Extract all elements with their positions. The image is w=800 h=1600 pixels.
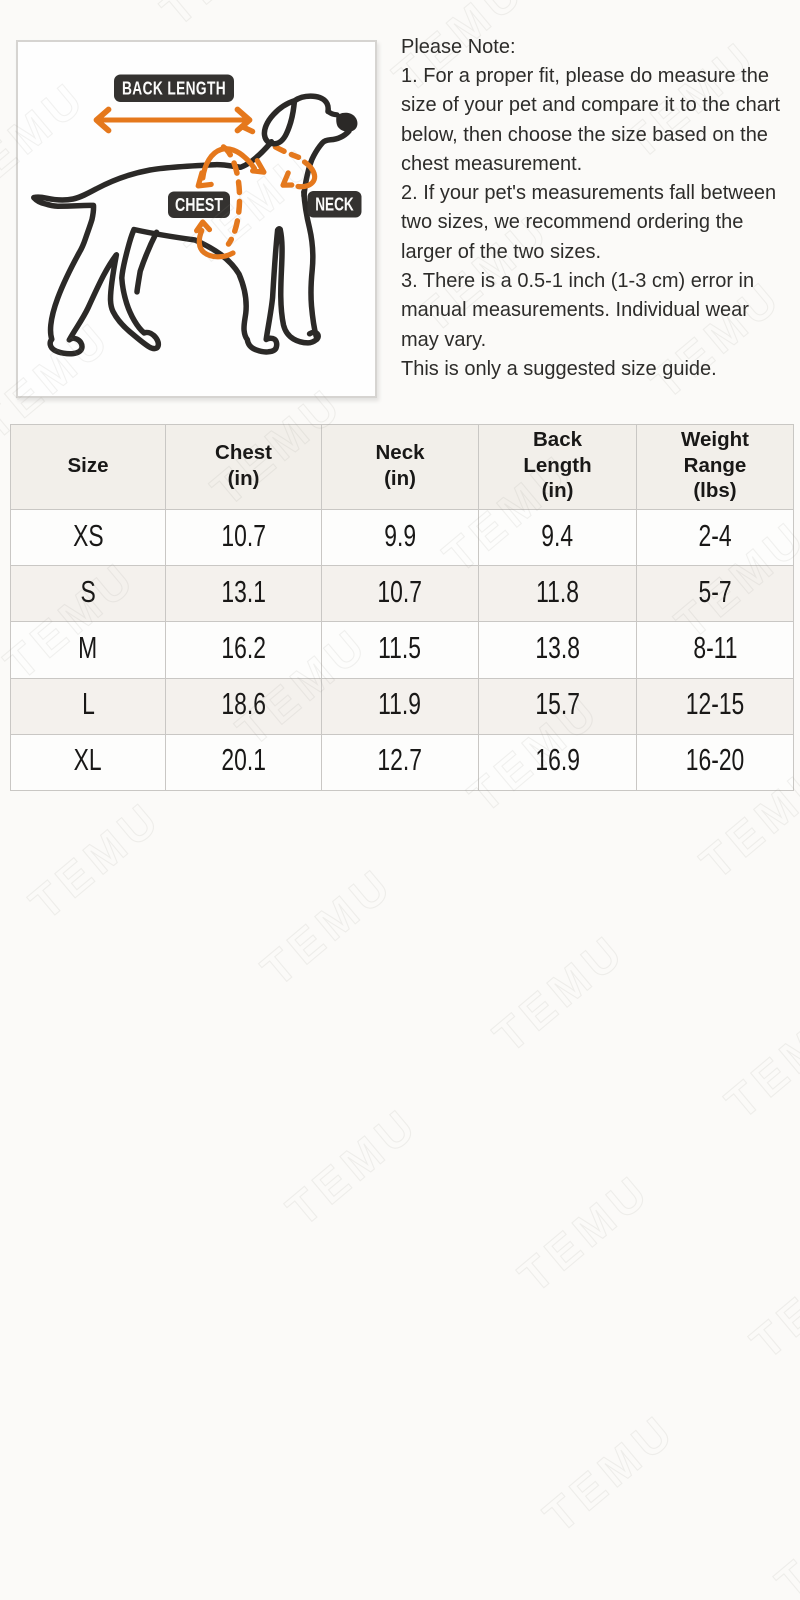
svg-text:BACK LENGTH: BACK LENGTH — [122, 78, 226, 99]
svg-text:NECK: NECK — [315, 195, 354, 215]
svg-text:CHEST: CHEST — [175, 195, 223, 215]
